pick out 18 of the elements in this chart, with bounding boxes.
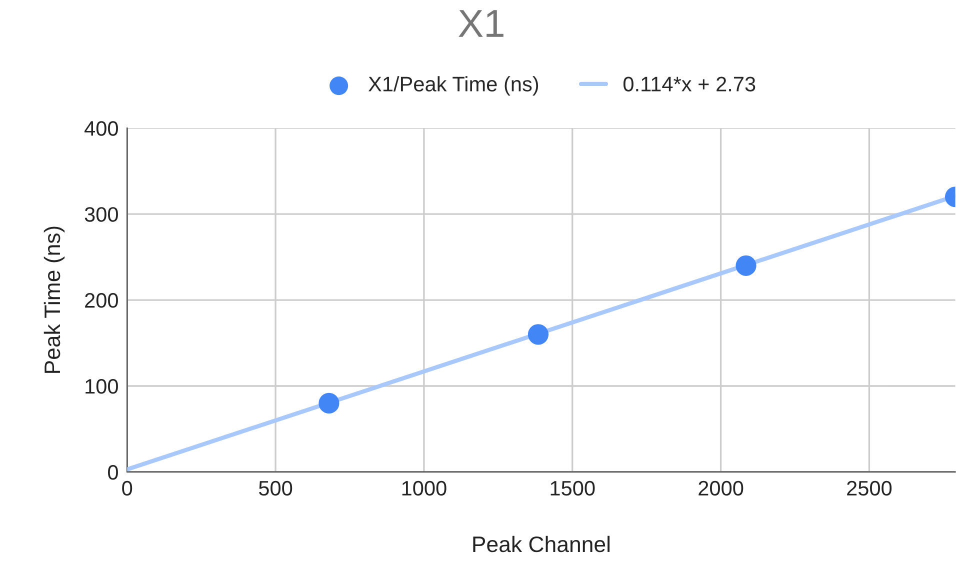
- x-tick-label: 1500: [550, 480, 595, 496]
- legend-label: 0.114*x + 2.73: [623, 76, 756, 92]
- x-tick-label: 1000: [402, 480, 446, 496]
- point: [318, 392, 340, 414]
- y-tick-label: 100: [86, 379, 118, 394]
- y-tick-label: 400: [84, 121, 118, 136]
- x-tick-label: 0: [122, 480, 132, 496]
- x-tick-label: 500: [258, 480, 292, 496]
- y-tick-label: 0: [108, 464, 118, 480]
- y-tick-label: 300: [84, 207, 118, 222]
- x-axis-title: Peak Channel: [473, 536, 610, 552]
- x-tick-label: 2000: [698, 480, 744, 496]
- chart-title: X1: [458, 10, 504, 37]
- x-tick-label: 2500: [847, 480, 892, 496]
- legend-label: X1/Peak Time (ns): [368, 76, 538, 96]
- y-tick-label: 200: [85, 293, 118, 308]
- y-axis-title: Peak Time (ns): [44, 226, 65, 373]
- point: [528, 324, 549, 345]
